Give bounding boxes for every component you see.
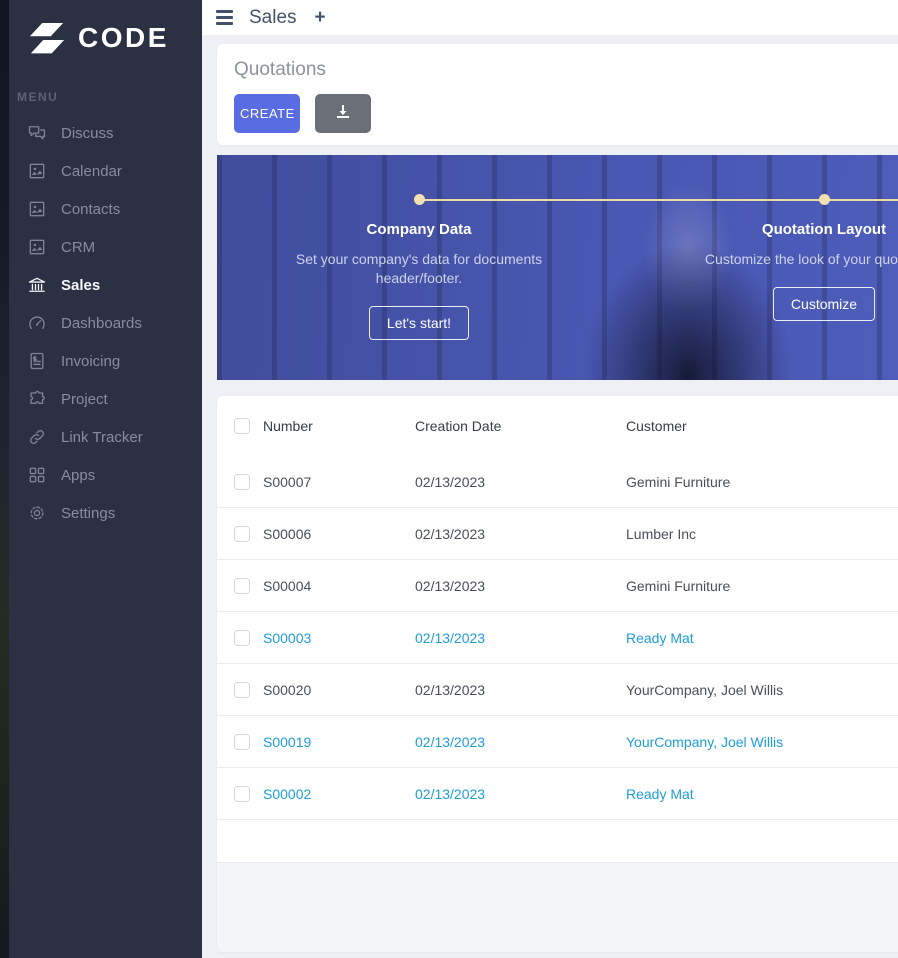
gear-icon (27, 503, 47, 523)
cell-number[interactable]: S00020 (263, 663, 415, 716)
column-header-customer: Customer (626, 418, 687, 434)
image-placeholder-icon (27, 161, 47, 181)
sidebar-item-apps[interactable]: Apps (0, 456, 202, 494)
table-row[interactable]: S00019 02/13/2023 YourCompany, Joel Will… (217, 715, 898, 768)
empty-row (217, 819, 898, 863)
cell-creation-date[interactable]: 02/13/2023 (415, 559, 626, 612)
cell-number[interactable]: S00003 (263, 611, 415, 664)
download-icon (335, 104, 351, 123)
top-bar: Sales + (202, 0, 898, 35)
cell-creation-date[interactable]: 02/13/2023 (415, 456, 626, 508)
sidebar-item-link-tracker[interactable]: Link Tracker (0, 418, 202, 456)
column-header-number: Number (263, 418, 313, 434)
create-button[interactable]: CREATE (234, 94, 300, 133)
image-placeholder-icon (27, 237, 47, 257)
sidebar-item-discuss[interactable]: Discuss (0, 114, 202, 152)
menu-section-label: MENU (17, 90, 59, 104)
quotations-table: Number Creation Date Customer S00007 02/… (217, 396, 898, 863)
cell-customer[interactable]: Gemini Furniture (626, 456, 898, 508)
table-row[interactable]: S00002 02/13/2023 Ready Mat (217, 767, 898, 820)
background-photo-strip (0, 0, 9, 958)
sidebar: CODE MENU Discuss Calendar Contacts CRM … (0, 0, 202, 958)
image-placeholder-icon (27, 199, 47, 219)
cell-creation-date[interactable]: 02/13/2023 (415, 663, 626, 716)
sidebar-item-project[interactable]: Project (0, 380, 202, 418)
table-footer (217, 863, 898, 952)
cell-number[interactable]: S00004 (263, 559, 415, 612)
cell-customer[interactable]: Gemini Furniture (626, 559, 898, 612)
onboarding-step-description: Set your company's data for documents he… (295, 251, 543, 286)
timeline-dot (414, 194, 425, 205)
table-row[interactable]: S00004 02/13/2023 Gemini Furniture (217, 559, 898, 612)
onboarding-step-title: Company Data (366, 221, 472, 238)
link-icon (27, 427, 47, 447)
select-all-checkbox[interactable] (234, 418, 250, 434)
grid-icon (27, 465, 47, 485)
hamburger-menu-icon[interactable] (214, 6, 235, 29)
onboarding-step-description: Customize the look of your quotations. (704, 251, 898, 267)
table-row[interactable]: S00020 02/13/2023 YourCompany, Joel Will… (217, 663, 898, 716)
table-header-row: Number Creation Date Customer (217, 396, 898, 456)
plus-icon[interactable]: + (314, 6, 326, 28)
cell-creation-date[interactable]: 02/13/2023 (415, 611, 626, 664)
onboarding-timeline (419, 199, 898, 201)
chat-bubbles-icon (27, 123, 47, 143)
onboarding-step-button[interactable]: Let's start! (368, 306, 470, 340)
invoice-icon (27, 351, 47, 371)
download-button[interactable] (315, 94, 371, 133)
sidebar-menu: Discuss Calendar Contacts CRM Sales Dash… (0, 114, 202, 532)
sidebar-item-sales[interactable]: Sales (0, 266, 202, 304)
cell-creation-date[interactable]: 02/13/2023 (415, 507, 626, 560)
row-checkbox[interactable] (234, 629, 250, 646)
cell-customer[interactable]: Lumber Inc (626, 507, 898, 560)
sidebar-item-crm[interactable]: CRM (0, 228, 202, 266)
app-logo[interactable]: CODE (0, 0, 202, 54)
row-checkbox[interactable] (234, 733, 250, 750)
cell-customer[interactable]: YourCompany, Joel Willis (626, 715, 898, 768)
code-logo-icon (28, 22, 66, 54)
onboarding-banner: Company Data Set your company's data for… (217, 155, 898, 380)
gauge-icon (27, 313, 47, 333)
logo-text: CODE (78, 22, 169, 53)
cell-customer[interactable]: Ready Mat (626, 767, 898, 820)
row-checkbox[interactable] (234, 681, 250, 698)
row-checkbox[interactable] (234, 785, 250, 802)
row-checkbox[interactable] (234, 473, 250, 490)
onboarding-step-button[interactable]: Customize (772, 287, 876, 321)
sidebar-item-invoicing[interactable]: Invoicing (0, 342, 202, 380)
sidebar-item-settings[interactable]: Settings (0, 494, 202, 532)
page-header-card: Quotations CREATE (217, 44, 898, 145)
row-checkbox[interactable] (234, 525, 250, 542)
cell-number[interactable]: S00002 (263, 767, 415, 820)
cell-number[interactable]: S00006 (263, 507, 415, 560)
active-app-title: Sales (249, 6, 297, 28)
table-row[interactable]: S00007 02/13/2023 Gemini Furniture (217, 456, 898, 508)
cell-creation-date[interactable]: 02/13/2023 (415, 767, 626, 820)
onboarding-step: Quotation Layout Customize the look of y… (684, 221, 898, 321)
page-title: Quotations (234, 59, 326, 80)
cell-creation-date[interactable]: 02/13/2023 (415, 715, 626, 768)
column-header-creation-date: Creation Date (415, 418, 502, 434)
cell-customer[interactable]: Ready Mat (626, 611, 898, 664)
sidebar-item-contacts[interactable]: Contacts (0, 190, 202, 228)
timeline-dot (819, 194, 830, 205)
sidebar-item-dashboards[interactable]: Dashboards (0, 304, 202, 342)
cell-customer[interactable]: YourCompany, Joel Willis (626, 663, 898, 716)
onboarding-step-title: Quotation Layout (761, 221, 887, 238)
table-row[interactable]: S00006 02/13/2023 Lumber Inc (217, 507, 898, 560)
quotations-table-card: Number Creation Date Customer S00007 02/… (217, 396, 898, 952)
bank-icon (27, 275, 47, 295)
table-row[interactable]: S00003 02/13/2023 Ready Mat (217, 611, 898, 664)
row-checkbox[interactable] (234, 577, 250, 594)
onboarding-step: Company Data Set your company's data for… (279, 221, 559, 340)
cell-number[interactable]: S00007 (263, 456, 415, 508)
puzzle-icon (27, 389, 47, 409)
cell-number[interactable]: S00019 (263, 715, 415, 768)
sidebar-item-calendar[interactable]: Calendar (0, 152, 202, 190)
